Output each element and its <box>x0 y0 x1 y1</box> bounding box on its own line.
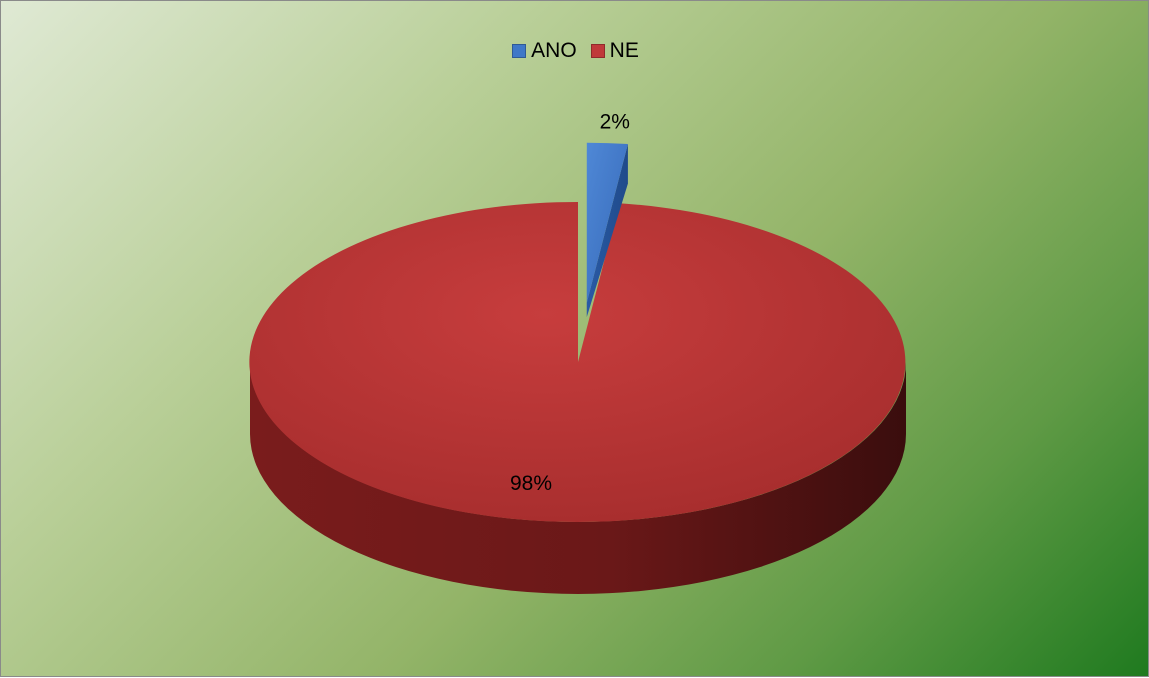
pie-slice-ano[interactable] <box>586 142 628 303</box>
legend-label-ano: ANO <box>531 39 577 62</box>
legend-entry-ano[interactable]: ANO <box>512 39 577 63</box>
legend-entry-ne[interactable]: NE <box>590 39 639 63</box>
pie-slice-ano-face[interactable] <box>586 144 628 318</box>
legend-swatch-ano <box>512 44 527 58</box>
pie-slice-ne-side[interactable] <box>250 362 906 594</box>
data-label-ne: 98% <box>510 472 552 495</box>
legend-label-ne: NE <box>609 39 639 62</box>
data-label-ano: 2% <box>600 111 630 134</box>
pie-slice-ne[interactable] <box>249 201 906 522</box>
legend: ANO NE <box>1 39 1149 63</box>
legend-swatch-ne <box>590 44 605 58</box>
